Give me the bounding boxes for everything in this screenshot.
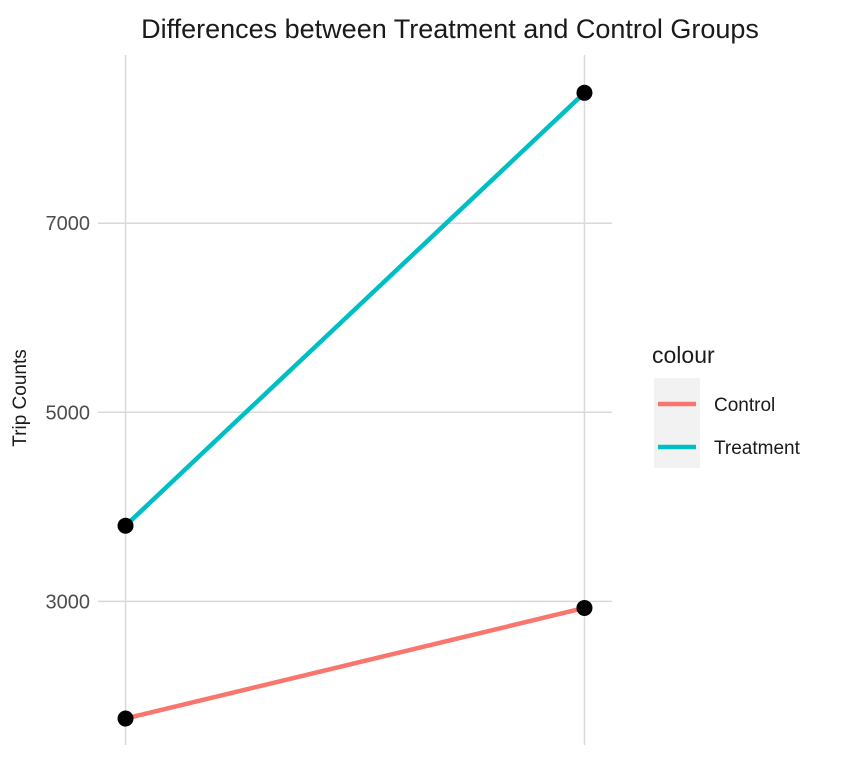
series-line-treatment — [123, 91, 587, 528]
legend: colour Control Treatment — [652, 342, 801, 468]
chart-title: Differences between Treatment and Contro… — [141, 14, 759, 44]
data-point-treatment-1 — [576, 84, 593, 101]
legend-label-treatment: Treatment — [714, 438, 801, 459]
y-axis-title: Trip Counts — [10, 349, 31, 447]
legend-key-background — [654, 378, 700, 468]
legend-label-control: Control — [714, 395, 775, 416]
y-tick-label-3000: 3000 — [46, 591, 91, 613]
y-tick-label-5000: 5000 — [46, 402, 91, 424]
grid — [98, 55, 612, 745]
y-tick-label-7000: 7000 — [46, 213, 91, 235]
series-lines — [123, 91, 587, 721]
data-point-treatment-0 — [117, 517, 134, 534]
legend-title: colour — [652, 342, 715, 368]
data-point-control-1 — [576, 599, 593, 616]
legend-items: Control Treatment — [658, 395, 801, 459]
series-line-control — [125, 605, 585, 721]
y-axis-ticks: 3000 5000 7000 — [46, 213, 91, 613]
data-point-control-0 — [117, 710, 134, 727]
data-points — [117, 84, 593, 727]
